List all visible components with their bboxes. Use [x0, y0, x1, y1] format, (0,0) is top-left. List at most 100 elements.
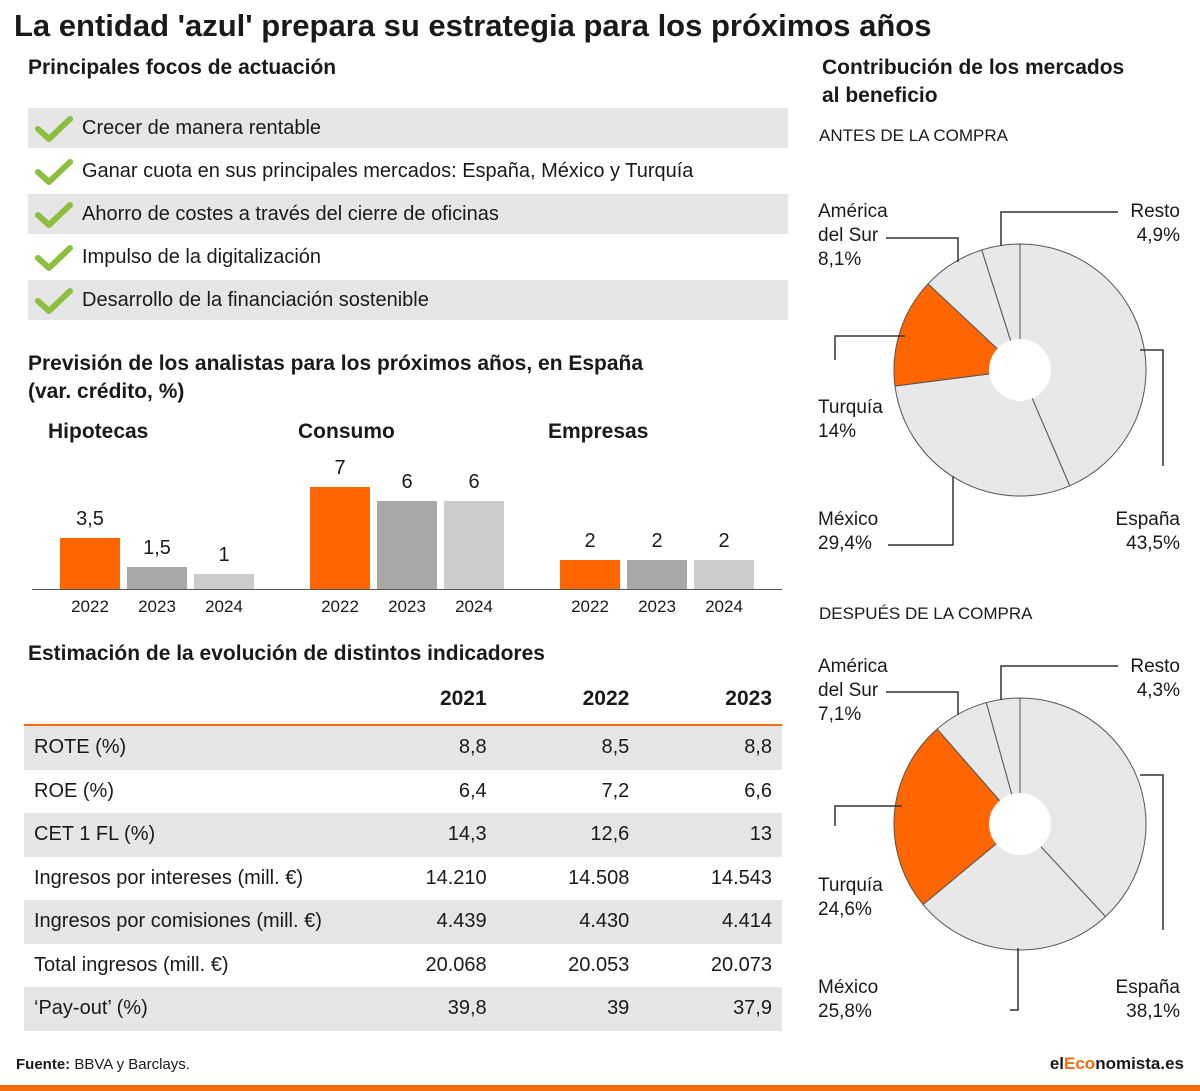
bar-category-label: 2024 — [455, 597, 493, 616]
table-row: ROTE (%) 8,8 8,5 8,8 — [24, 725, 782, 770]
bar-value-label: 2 — [584, 529, 596, 552]
focus-item: Desarrollo de la financiación sostenible — [28, 280, 788, 320]
bar-value-label: 1,5 — [143, 537, 171, 560]
label-text: España — [1115, 977, 1180, 998]
leader-line — [886, 237, 959, 262]
table-row: Ingresos por comisiones (mill. €) 4.439 … — [24, 900, 782, 944]
bar-baseline — [282, 589, 532, 590]
bar-value-label: 1 — [218, 544, 230, 567]
cell-value: 14,3 — [354, 813, 497, 857]
label-value: 43,5% — [1126, 533, 1180, 554]
bottom-accent-bar — [0, 1085, 1200, 1091]
pie-slice — [893, 728, 1021, 906]
pie-label-america: América del Sur 8,1% — [818, 200, 888, 272]
cell-value: 39,8 — [354, 987, 497, 1031]
cell-value: 7,2 — [601, 779, 630, 802]
check-icon — [35, 288, 73, 314]
bar — [194, 574, 254, 589]
leader-line — [1140, 349, 1164, 466]
pie-slice — [894, 369, 1071, 497]
cell-value: 6,4 — [458, 779, 487, 802]
brand-part: nomista.es — [1095, 1054, 1184, 1073]
table-header-year: 2022 — [582, 687, 630, 710]
label-text: México — [818, 977, 879, 998]
indicators-table: 2021 2022 2023 ROTE (%) 8,8 8,5 8,8 ROE … — [24, 674, 782, 1031]
label-text: España — [1115, 509, 1180, 530]
leader-line — [1000, 211, 1118, 246]
bar — [127, 567, 187, 589]
bar-chart-title-empresas: Empresas — [548, 420, 649, 443]
bar-category-label: 2024 — [205, 597, 243, 616]
bar-value-label: 6 — [401, 471, 413, 494]
bar-category-label: 2023 — [388, 597, 426, 616]
bar-category-label: 2022 — [571, 597, 609, 616]
check-icon — [35, 245, 73, 271]
focus-item-label: Ahorro de costes a través del cierre de … — [82, 203, 499, 225]
cell-value: 8,8 — [639, 725, 782, 770]
check-icon — [35, 116, 73, 142]
cell-value: 14.543 — [710, 866, 772, 889]
pie-slice — [985, 697, 1021, 825]
row-label: ROE (%) — [34, 779, 114, 802]
bar-value-label: 2 — [651, 529, 663, 552]
bar — [627, 559, 687, 589]
label-value: 4,3% — [1136, 680, 1180, 701]
page-title: La entidad 'azul' prepara su estrategia … — [14, 8, 932, 43]
leader-line — [834, 805, 902, 826]
leader-line — [834, 335, 905, 360]
table-header-year: 2023 — [725, 687, 772, 710]
cell-value: 39 — [496, 987, 640, 1031]
label-value: 14% — [818, 421, 857, 442]
label-text: del Sur — [818, 680, 879, 701]
label-text: América — [818, 656, 888, 677]
label-text: América — [818, 201, 888, 222]
bar-category-label: 2024 — [705, 597, 743, 616]
row-label: ROTE (%) — [24, 725, 354, 770]
bar — [444, 501, 504, 589]
table-row: CET 1 FL (%) 14,3 12,6 13 — [24, 813, 782, 857]
table-header-row: 2021 2022 2023 — [24, 674, 782, 725]
markets-subheading: al beneficio — [822, 84, 938, 107]
label-text: Turquía — [818, 397, 883, 418]
brand-logo[interactable]: elEconomista.es — [1050, 1054, 1184, 1074]
cell-value: 20.068 — [425, 953, 487, 976]
focus-item-label: Desarrollo de la financiación sostenible — [82, 289, 429, 311]
brand-part: el — [1049, 1054, 1064, 1073]
bar-value-label: 3,5 — [76, 507, 104, 530]
bar — [560, 559, 620, 589]
focus-heading: Principales focos de actuación — [28, 56, 337, 79]
pie-chart-before — [893, 243, 1147, 497]
source-label: Fuente: — [16, 1056, 71, 1073]
leader-line — [1000, 665, 1118, 700]
row-label: Ingresos por comisiones (mill. €) — [24, 900, 354, 944]
row-label: ‘Pay-out’ (%) — [24, 987, 354, 1031]
pie-slice — [893, 283, 1022, 387]
check-icon — [35, 159, 73, 185]
row-label: Total ingresos (mill. €) — [34, 953, 229, 976]
focus-item: Impulso de la digitalización — [28, 237, 788, 277]
cell-value: 4.430 — [496, 900, 640, 944]
cell-value: 12,6 — [496, 813, 640, 857]
bar — [377, 501, 437, 589]
pie-label-turquia: Turquía 24,6% — [818, 874, 883, 922]
bar-chart-title-consumo: Consumo — [298, 420, 395, 443]
indicators-heading: Estimación de la evolución de distintos … — [28, 642, 545, 665]
label-text: del Sur — [818, 225, 879, 246]
table-header-year: 2021 — [439, 687, 487, 710]
focus-item-label: Impulso de la digitalización — [82, 246, 322, 268]
label-value: 7,1% — [818, 704, 862, 725]
focus-item: Crecer de manera rentable — [28, 108, 788, 148]
pie-before-label: ANTES DE LA COMPRA — [819, 126, 1008, 145]
pie-label-mexico: México 29,4% — [818, 508, 878, 556]
pie-label-resto: Resto 4,9% — [1130, 200, 1180, 248]
pie-label-mexico: México 25,8% — [818, 976, 878, 1024]
focus-item: Ganar cuota en sus principales mercados:… — [28, 151, 788, 191]
leader-line — [886, 691, 959, 715]
label-text: México — [818, 509, 879, 530]
cell-value: 14.508 — [568, 866, 630, 889]
brand-part-accent: Eco — [1064, 1054, 1096, 1073]
pie-label-resto: Resto 4,3% — [1130, 655, 1180, 703]
cell-value: 20.073 — [710, 953, 772, 976]
bar-value-label: 7 — [334, 456, 346, 479]
